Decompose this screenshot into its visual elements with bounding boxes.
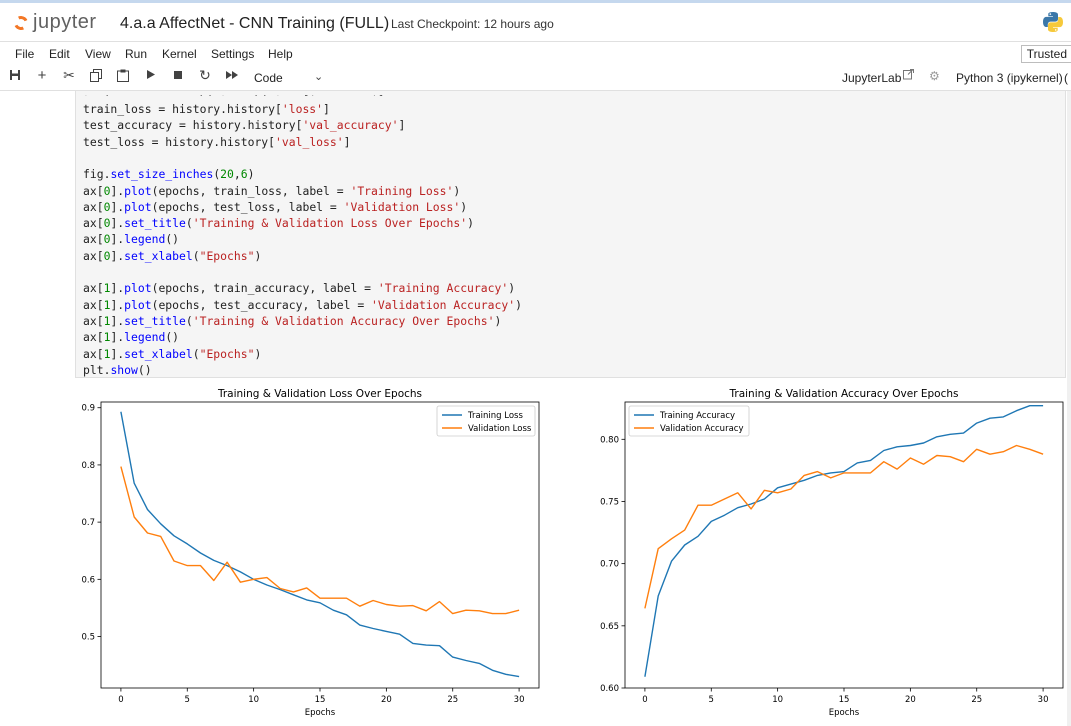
save-icon[interactable] — [7, 69, 23, 84]
notebook-toolbar: + ✂ ↻ Code ⌄ JupyterLab ⚙ Python 3 (ipyk… — [0, 66, 1071, 91]
y-tick-label: 0.9 — [81, 404, 95, 414]
menu-help[interactable]: Help — [268, 47, 293, 61]
notebook-area: train_accuracy = history.history['accura… — [0, 91, 1071, 726]
chart-title: Training & Validation Accuracy Over Epoc… — [729, 388, 959, 400]
x-axis-label: Epochs — [305, 708, 336, 718]
kernel-name[interactable]: Python 3 (ipykernel) — [956, 71, 1063, 85]
code-line: plt.show() — [83, 362, 152, 377]
cell-output: Training & Validation Loss Over Epochs 0 5… — [60, 385, 1071, 726]
app-header: jupyter 4.a.a AffectNet - CNN Training (… — [0, 3, 1071, 41]
code-line: ax[1].plot(epochs, train_accuracy, label… — [83, 281, 516, 296]
output-figure: Training & Validation Loss Over Epochs 0 5… — [81, 388, 1064, 718]
restart-run-all-icon[interactable] — [224, 69, 240, 83]
y-tick-label: 0.5 — [81, 633, 95, 643]
kernel-overflow-text: ( — [1064, 71, 1068, 85]
x-tick-label: 25 — [447, 695, 458, 705]
chevron-down-icon[interactable]: ⌄ — [314, 71, 324, 83]
paste-icon[interactable] — [115, 69, 131, 85]
menu-file[interactable]: File — [15, 47, 35, 61]
cell-type-select[interactable]: Code — [254, 71, 283, 85]
legend-label: Validation Loss — [468, 424, 532, 434]
code-line: test_loss = history.history['val_loss'] — [83, 134, 351, 149]
logo-text: jupyter — [33, 11, 97, 33]
code-line: ax[0].legend() — [83, 232, 180, 247]
chart-title: Training & Validation Loss Over Epochs — [217, 388, 422, 400]
legend-box — [628, 405, 750, 437]
external-link-icon[interactable] — [903, 69, 914, 83]
series-line-validation-accuracy — [644, 444, 1044, 609]
x-tick-label: 0 — [642, 695, 647, 705]
axes-frame — [624, 401, 1064, 689]
menu-run[interactable]: Run — [125, 47, 148, 61]
menu-settings[interactable]: Settings — [211, 47, 255, 61]
code-line: ax[1].plot(epochs, test_accuracy, label … — [83, 297, 522, 312]
legend-label: Training Accuracy — [659, 411, 735, 421]
x-tick-label: 20 — [905, 695, 916, 705]
chart-0: Training & Validation Loss Over Epochs 0 5… — [81, 388, 540, 718]
code-line-partial: train_accuracy = history.history['accura… — [83, 92, 385, 96]
code-line: ax[0].set_title('Training & Validation L… — [83, 216, 474, 231]
chart-1: Training & Validation Accuracy Over Epoc… — [600, 388, 1064, 718]
legend: Training Accuracy Validation Accuracy — [628, 405, 750, 437]
code-line: ax[1].legend() — [83, 330, 180, 345]
x-tick-label: 20 — [381, 695, 392, 705]
y-tick-label: 0.70 — [600, 560, 619, 570]
add-cell-icon[interactable]: + — [37, 67, 47, 84]
menu-view[interactable]: View — [85, 47, 111, 61]
y-tick-label: 0.6 — [81, 575, 95, 585]
x-tick-label: 30 — [514, 695, 525, 705]
run-icon[interactable] — [143, 69, 159, 83]
x-tick-label: 5 — [185, 695, 190, 705]
code-line: ax[0].plot(epochs, train_loss, label = '… — [83, 183, 461, 198]
x-tick-label: 15 — [839, 695, 850, 705]
restart-icon[interactable]: ↻ — [199, 67, 211, 83]
kernel-status-gear-icon: ⚙ — [929, 69, 940, 83]
y-tick-label: 0.7 — [81, 518, 95, 528]
stop-icon[interactable] — [170, 69, 186, 83]
code-line: ax[1].set_title('Training & Validation A… — [83, 313, 502, 328]
code-line: test_accuracy = history.history['val_acc… — [83, 118, 406, 133]
code-line: ax[0].set_xlabel("Epochs") — [83, 248, 262, 263]
legend-label: Validation Accuracy — [660, 424, 743, 434]
x-axis-label: Epochs — [829, 708, 860, 718]
x-tick-label: 0 — [118, 695, 123, 705]
code-line: ax[0].plot(epochs, test_loss, label = 'V… — [83, 199, 468, 214]
jupyter-logo[interactable]: jupyter — [12, 11, 97, 34]
menu-kernel[interactable]: Kernel — [162, 47, 197, 61]
x-tick-label: 10 — [248, 695, 259, 705]
x-tick-label: 25 — [971, 695, 982, 705]
y-tick-label: 0.8 — [81, 461, 95, 471]
series-line-training-loss — [120, 411, 520, 678]
code-line: fig.set_size_inches(20,6) — [83, 167, 255, 182]
notebook-title[interactable]: 4.a.a AffectNet - CNN Training (FULL) — [120, 15, 390, 32]
checkpoint-status: Last Checkpoint: 12 hours ago — [391, 17, 554, 31]
python-kernel-icon — [1043, 12, 1063, 32]
y-tick-label: 0.65 — [600, 622, 619, 632]
axes-frame — [100, 401, 540, 689]
x-tick-label: 15 — [315, 695, 326, 705]
code-cell-editor[interactable]: train_accuracy = history.history['accura… — [75, 91, 1066, 378]
code-line: ax[1].set_xlabel("Epochs") — [83, 346, 262, 361]
series-line-training-accuracy — [644, 405, 1044, 677]
trusted-indicator[interactable]: Trusted — [1020, 45, 1071, 63]
y-tick-label: 0.80 — [600, 435, 619, 445]
window-top-border — [0, 0, 1071, 3]
y-tick-label: 0.60 — [600, 684, 619, 694]
series-line-validation-loss — [120, 466, 520, 615]
copy-icon[interactable] — [88, 69, 104, 85]
cut-icon[interactable]: ✂ — [63, 67, 75, 83]
x-tick-label: 5 — [709, 695, 714, 705]
legend-label: Training Loss — [467, 411, 523, 421]
x-tick-label: 10 — [772, 695, 783, 705]
menu-edit[interactable]: Edit — [49, 47, 70, 61]
jupyter-logo-icon — [12, 13, 30, 32]
legend: Training Loss Validation Loss — [436, 405, 536, 437]
jupyterlab-link[interactable]: JupyterLab — [842, 71, 902, 85]
x-tick-label: 30 — [1038, 695, 1049, 705]
menu-bar: File Edit View Run Kernel Settings Help … — [0, 41, 1071, 67]
code-line: train_loss = history.history['loss'] — [83, 102, 330, 116]
y-tick-label: 0.75 — [600, 497, 619, 507]
notebook-scrollbar[interactable] — [1067, 91, 1071, 726]
